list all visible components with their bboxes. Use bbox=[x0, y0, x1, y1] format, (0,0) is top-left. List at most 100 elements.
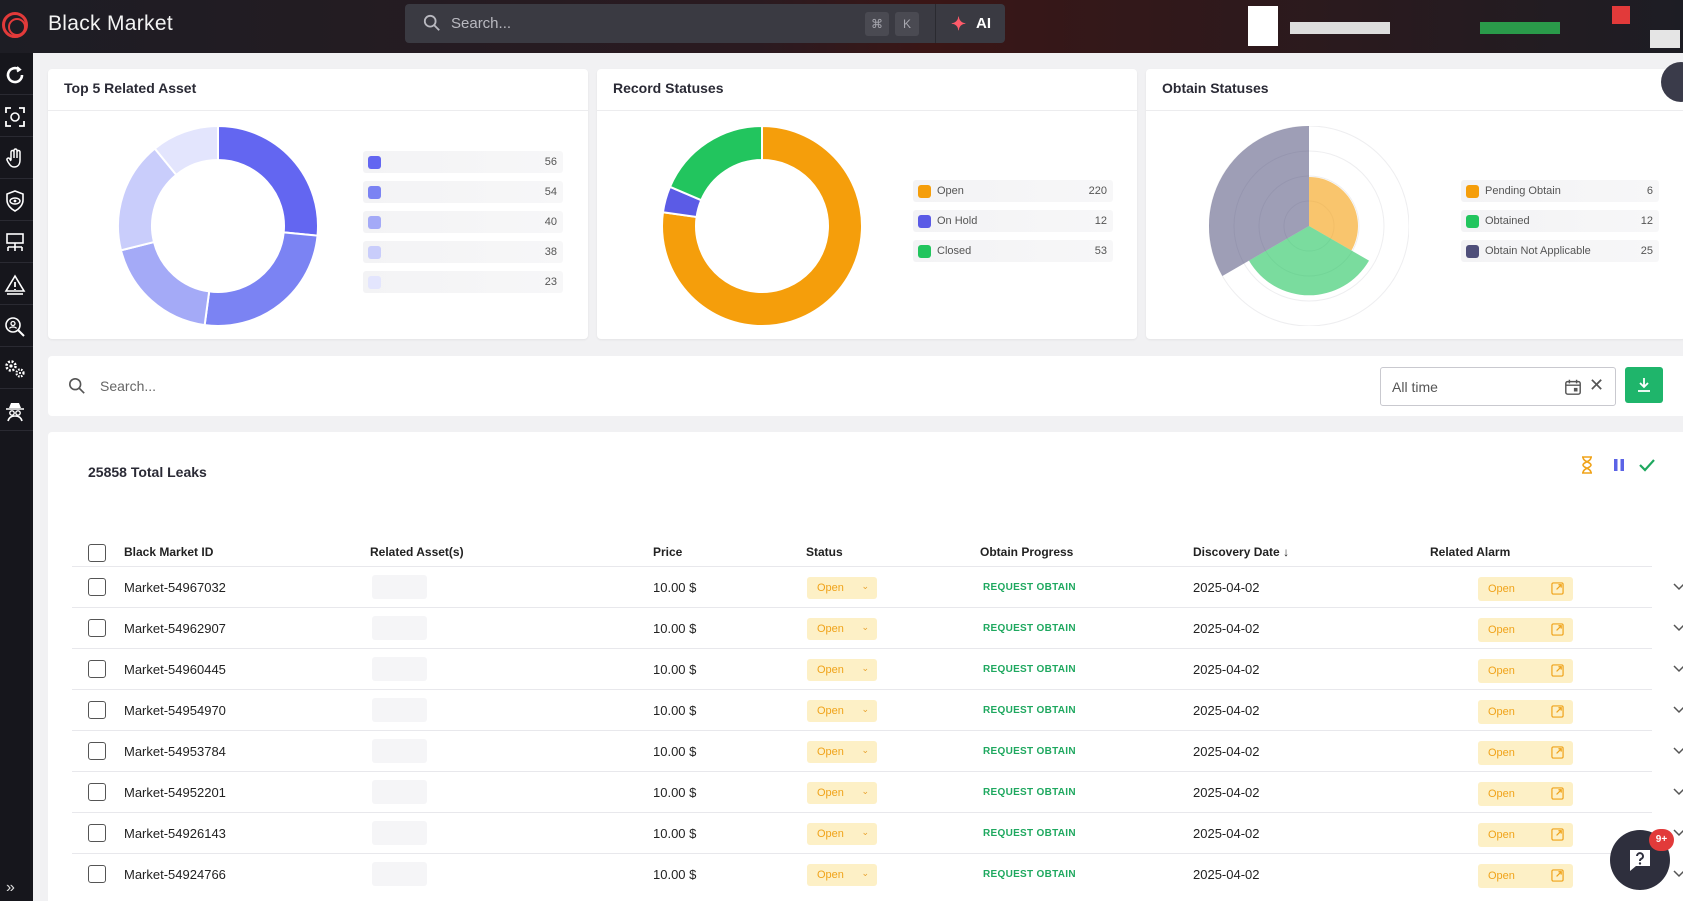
row-market-id[interactable]: Market-54967032 bbox=[124, 580, 226, 595]
external-link-icon[interactable] bbox=[1551, 623, 1564, 636]
record-slice-0[interactable] bbox=[662, 126, 862, 326]
record-slice-2[interactable] bbox=[668, 126, 763, 202]
row-expand-chevron-icon[interactable] bbox=[1672, 784, 1683, 798]
record-legend-item[interactable]: Closed 53 bbox=[913, 240, 1113, 262]
external-link-icon[interactable] bbox=[1551, 582, 1564, 595]
redacted-avatar[interactable] bbox=[1248, 6, 1278, 46]
header-black-market-id[interactable]: Black Market ID bbox=[124, 545, 214, 559]
table-row[interactable]: Market-54952201 10.00 $ Open ⌄ REQUEST OBTAI… bbox=[72, 771, 1683, 812]
obtain-legend-item[interactable]: Pending Obtain 6 bbox=[1461, 180, 1659, 202]
row-related-asset[interactable] bbox=[372, 862, 427, 886]
table-row[interactable]: Market-54953784 10.00 $ Open ⌄ REQUEST OBTAI… bbox=[72, 730, 1683, 771]
row-market-id[interactable]: Market-54926143 bbox=[124, 826, 226, 841]
download-button[interactable] bbox=[1625, 367, 1663, 403]
request-obtain-link[interactable]: REQUEST OBTAIN bbox=[983, 705, 1076, 716]
sidebar-item-protection[interactable] bbox=[0, 181, 33, 221]
row-related-alarm[interactable]: Open bbox=[1478, 659, 1573, 683]
row-related-asset[interactable] bbox=[372, 739, 427, 763]
row-market-id[interactable]: Market-54954970 bbox=[124, 703, 226, 718]
sidebar-item-dashboard[interactable] bbox=[0, 55, 33, 95]
header-status[interactable]: Status bbox=[806, 545, 843, 559]
row-status-dropdown[interactable]: Open ⌄ bbox=[807, 741, 877, 763]
ai-button[interactable]: ✦ AI bbox=[935, 4, 1005, 43]
row-related-alarm[interactable]: Open bbox=[1478, 618, 1573, 642]
table-row[interactable]: Market-54967032 10.00 $ Open ⌄ REQUEST OBTAI… bbox=[72, 566, 1683, 607]
sidebar-expand-icon[interactable]: » bbox=[6, 879, 15, 896]
asset-legend-item[interactable]: 40 bbox=[363, 211, 563, 233]
sidebar-item-settings[interactable] bbox=[0, 349, 33, 389]
row-expand-chevron-icon[interactable] bbox=[1672, 661, 1683, 675]
check-icon[interactable] bbox=[1638, 456, 1656, 474]
row-expand-chevron-icon[interactable] bbox=[1672, 702, 1683, 716]
sidebar-item-network[interactable] bbox=[0, 223, 33, 263]
row-related-asset[interactable] bbox=[372, 821, 427, 845]
sidebar-item-monitoring[interactable] bbox=[0, 97, 33, 137]
side-panel-toggle-button[interactable] bbox=[1661, 62, 1683, 102]
sidebar-item-takedown[interactable] bbox=[0, 139, 33, 179]
external-link-icon[interactable] bbox=[1551, 705, 1564, 718]
row-market-id[interactable]: Market-54953784 bbox=[124, 744, 226, 759]
row-checkbox[interactable] bbox=[88, 824, 106, 842]
row-related-asset[interactable] bbox=[372, 698, 427, 722]
header-price[interactable]: Price bbox=[653, 545, 683, 559]
row-related-asset[interactable] bbox=[372, 616, 427, 640]
row-status-dropdown[interactable]: Open ⌄ bbox=[807, 782, 877, 804]
request-obtain-link[interactable]: REQUEST OBTAIN bbox=[983, 582, 1076, 593]
select-all-checkbox[interactable] bbox=[88, 544, 106, 562]
row-related-alarm[interactable]: Open bbox=[1478, 741, 1573, 765]
header-related-assets[interactable]: Related Asset(s) bbox=[370, 545, 464, 559]
table-row[interactable]: Market-54924766 10.00 $ Open ⌄ REQUEST OBTAI… bbox=[72, 853, 1683, 894]
table-row[interactable]: Market-54962907 10.00 $ Open ⌄ REQUEST OBTAI… bbox=[72, 607, 1683, 648]
row-related-alarm[interactable]: Open bbox=[1478, 823, 1573, 847]
table-row[interactable]: Market-54960445 10.00 $ Open ⌄ REQUEST OBTAI… bbox=[72, 648, 1683, 689]
row-status-dropdown[interactable]: Open ⌄ bbox=[807, 659, 877, 681]
row-market-id[interactable]: Market-54924766 bbox=[124, 867, 226, 882]
pause-icon[interactable] bbox=[1610, 456, 1628, 474]
row-status-dropdown[interactable]: Open ⌄ bbox=[807, 700, 877, 722]
row-expand-chevron-icon[interactable] bbox=[1672, 866, 1683, 880]
row-related-alarm[interactable]: Open bbox=[1478, 577, 1573, 601]
request-obtain-link[interactable]: REQUEST OBTAIN bbox=[983, 623, 1076, 634]
header-discovery-date[interactable]: Discovery Date ↓ bbox=[1193, 545, 1289, 559]
row-expand-chevron-icon[interactable] bbox=[1672, 743, 1683, 757]
obtain-slice-0[interactable] bbox=[1309, 177, 1358, 251]
table-search-input[interactable]: Search... bbox=[100, 378, 157, 394]
external-link-icon[interactable] bbox=[1551, 746, 1564, 759]
table-row[interactable]: Market-54926143 10.00 $ Open ⌄ REQUEST OBTAI… bbox=[72, 812, 1683, 853]
row-checkbox[interactable] bbox=[88, 865, 106, 883]
row-checkbox[interactable] bbox=[88, 701, 106, 719]
row-related-asset[interactable] bbox=[372, 657, 427, 681]
row-related-alarm[interactable]: Open bbox=[1478, 782, 1573, 806]
hourglass-icon[interactable] bbox=[1578, 456, 1596, 474]
row-related-asset[interactable] bbox=[372, 780, 427, 804]
record-legend-item[interactable]: On Hold 12 bbox=[913, 210, 1113, 232]
row-checkbox[interactable] bbox=[88, 783, 106, 801]
row-status-dropdown[interactable]: Open ⌄ bbox=[807, 577, 877, 599]
global-search-input[interactable]: Search... ⌘ K bbox=[405, 4, 935, 43]
request-obtain-link[interactable]: REQUEST OBTAIN bbox=[983, 664, 1076, 675]
row-status-dropdown[interactable]: Open ⌄ bbox=[807, 618, 877, 640]
asset-slice-2[interactable] bbox=[119, 240, 211, 326]
row-market-id[interactable]: Market-54962907 bbox=[124, 621, 226, 636]
row-related-alarm[interactable]: Open bbox=[1478, 864, 1573, 888]
external-link-icon[interactable] bbox=[1551, 828, 1564, 841]
request-obtain-link[interactable]: REQUEST OBTAIN bbox=[983, 746, 1076, 757]
table-row[interactable]: Market-54954970 10.00 $ Open ⌄ REQUEST OBTAI… bbox=[72, 689, 1683, 730]
row-expand-chevron-icon[interactable] bbox=[1672, 825, 1683, 839]
obtain-legend-item[interactable]: Obtained 12 bbox=[1461, 210, 1659, 232]
sort-arrow-down-icon[interactable]: ↓ bbox=[1283, 545, 1290, 559]
record-legend-item[interactable]: Open 220 bbox=[913, 180, 1113, 202]
row-status-dropdown[interactable]: Open ⌄ bbox=[807, 823, 877, 845]
row-related-asset[interactable] bbox=[372, 575, 427, 599]
obtain-legend-item[interactable]: Obtain Not Applicable 25 bbox=[1461, 240, 1659, 262]
row-checkbox[interactable] bbox=[88, 660, 106, 678]
redacted-notification-icon[interactable] bbox=[1612, 6, 1630, 24]
row-expand-chevron-icon[interactable] bbox=[1672, 579, 1683, 593]
external-link-icon[interactable] bbox=[1551, 869, 1564, 882]
clear-date-icon[interactable]: ✕ bbox=[1589, 375, 1605, 395]
row-status-dropdown[interactable]: Open ⌄ bbox=[807, 864, 877, 886]
asset-legend-item[interactable]: 38 bbox=[363, 241, 563, 263]
calendar-icon[interactable] bbox=[1564, 378, 1582, 396]
row-market-id[interactable]: Market-54960445 bbox=[124, 662, 226, 677]
asset-legend-item[interactable]: 54 bbox=[363, 181, 563, 203]
